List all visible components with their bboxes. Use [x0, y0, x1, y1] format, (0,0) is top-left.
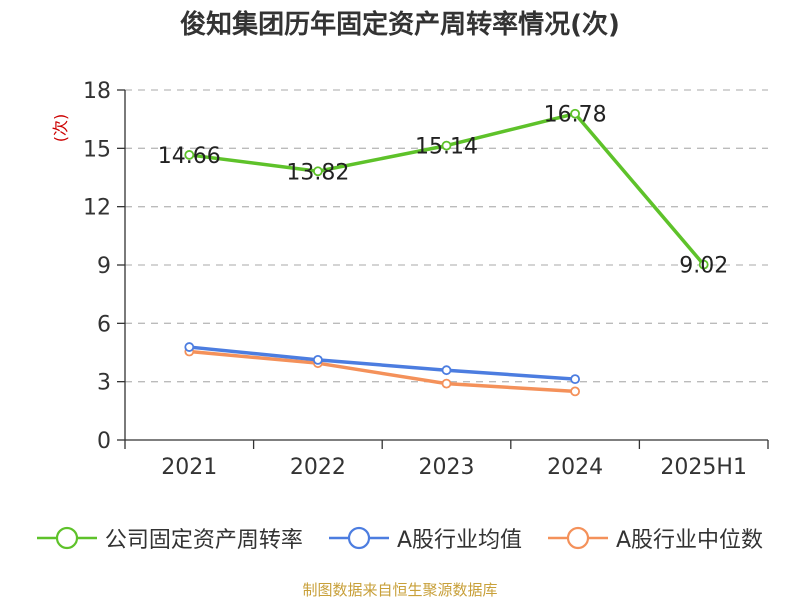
legend-marker — [566, 526, 590, 550]
y-tick-label: 0 — [97, 429, 111, 454]
legend-item: A股行业中位数 — [548, 522, 763, 554]
data-point — [570, 374, 580, 385]
data-point — [441, 365, 452, 376]
data-point — [441, 140, 452, 151]
data-label: 15.14 — [415, 135, 478, 160]
data-point — [184, 342, 195, 352]
legend-label: A股行业均值 — [396, 528, 522, 553]
data-point — [312, 354, 323, 365]
y-tick-label: 3 — [97, 371, 111, 396]
data-point — [312, 166, 323, 177]
data-point — [570, 108, 580, 119]
legend: 公司固定资产周转率 A股行业均值 A股行业中位数 — [0, 520, 800, 556]
y-tick-label: 15 — [83, 137, 111, 162]
series-line-1 — [189, 345, 576, 381]
data-point — [698, 259, 709, 270]
data-label: 9.02 — [679, 254, 728, 279]
axes: 0 3 6 9 12 15 18 2021 2022 2023 2024 2025H1 — [83, 79, 769, 480]
legend-marker — [55, 526, 79, 550]
source-note: 制图数据来自恒生聚源数据库 — [302, 581, 498, 599]
legend-line-circle-icon — [328, 526, 389, 550]
x-tick-label: 2022 — [290, 455, 346, 480]
legend-item: A股行业均值 — [328, 522, 522, 554]
grid-lines — [125, 89, 768, 383]
series-line-2 — [189, 349, 576, 394]
y-tick-label: 9 — [97, 254, 111, 279]
x-tick-label: 2024 — [547, 455, 603, 480]
data-point — [441, 378, 452, 389]
legend-label: 公司固定资产周转率 — [104, 528, 303, 553]
data-point — [184, 150, 195, 160]
y-tick-label: 18 — [83, 79, 111, 104]
y-tick-label: 6 — [97, 312, 111, 337]
chart-title: 俊知集团历年固定资产周转率情况(次) — [180, 10, 620, 40]
legend-label: A股行业中位数 — [616, 528, 764, 553]
legend-line-circle-icon — [548, 526, 608, 550]
x-tick-label: 2021 — [161, 455, 217, 480]
y-tick-label: 12 — [83, 196, 111, 221]
legend-item: 公司固定资产周转率 — [36, 522, 303, 554]
x-tick-label: 2023 — [419, 455, 475, 480]
legend-marker — [347, 526, 371, 550]
data-point — [570, 386, 580, 397]
x-tick-label: 2025H1 — [660, 455, 747, 480]
y-axis-label: (次) — [51, 114, 70, 143]
data-label: 13.82 — [286, 160, 349, 185]
data-label: 14.66 — [158, 144, 221, 169]
series — [184, 108, 709, 397]
legend-line-circle-icon — [36, 526, 97, 550]
data-labels: 14.66 13.82 15.14 16.78 9.02 — [158, 103, 728, 279]
data-label: 16.78 — [544, 103, 607, 128]
